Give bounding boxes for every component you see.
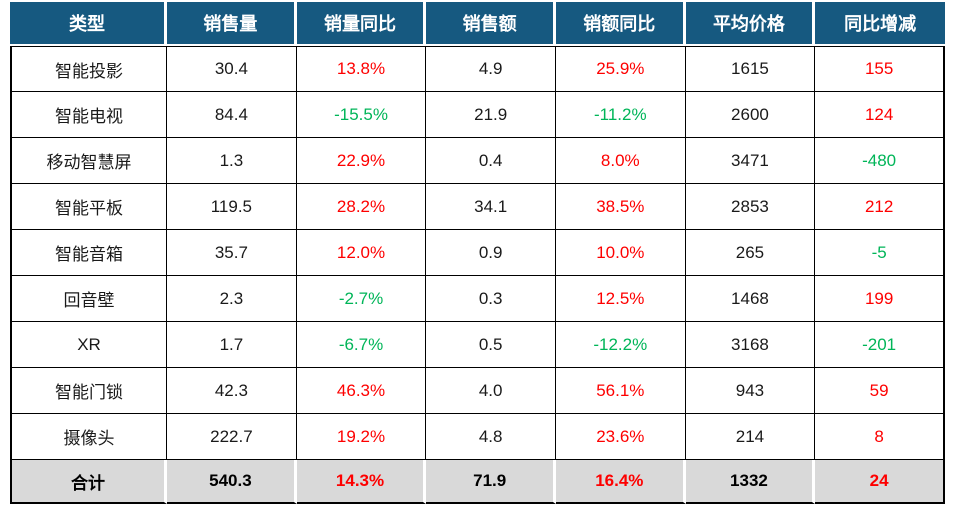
cell-avg-price: 265 (685, 230, 816, 276)
total-sales-volume: 540.3 (167, 460, 297, 504)
row-label: 智能投影 (10, 46, 168, 92)
cell-yoy-change: 155 (815, 46, 945, 92)
column-header-type: 类型 (10, 2, 168, 46)
cell-volume-yoy: 28.2% (296, 184, 427, 230)
table-row: XR 1.7 -6.7% 0.5 -12.2% 3168 -201 (10, 322, 945, 368)
cell-sales-amount: 4.0 (426, 368, 556, 414)
sales-table: 类型 销售量 销量同比 销售额 销额同比 平均价格 同比增减 智能投影 30.4 13.8% 4.… (10, 2, 945, 504)
cell-yoy-change: -201 (815, 322, 945, 368)
row-label: 摄像头 (10, 414, 168, 460)
cell-volume-yoy: 19.2% (296, 414, 427, 460)
total-avg-price: 1332 (685, 460, 816, 504)
cell-sales-volume: 42.3 (167, 368, 297, 414)
cell-amount-yoy: -12.2% (555, 322, 686, 368)
cell-amount-yoy: 56.1% (555, 368, 686, 414)
cell-avg-price: 214 (685, 414, 816, 460)
column-header-sales-amount: 销售额 (426, 2, 556, 46)
table-row: 摄像头 222.7 19.2% 4.8 23.6% 214 8 (10, 414, 945, 460)
sales-table-container: 类型 销售量 销量同比 销售额 销额同比 平均价格 同比增减 智能投影 30.4 13.8% 4.… (10, 2, 945, 504)
cell-avg-price: 3471 (685, 138, 816, 184)
cell-sales-volume: 30.4 (167, 46, 297, 92)
cell-sales-amount: 4.8 (426, 414, 556, 460)
cell-volume-yoy: -2.7% (296, 276, 427, 322)
cell-volume-yoy: 12.0% (296, 230, 427, 276)
cell-amount-yoy: 23.6% (555, 414, 686, 460)
table-row: 智能音箱 35.7 12.0% 0.9 10.0% 265 -5 (10, 230, 945, 276)
cell-sales-amount: 0.9 (426, 230, 556, 276)
cell-avg-price: 2853 (685, 184, 816, 230)
table-row: 移动智慧屏 1.3 22.9% 0.4 8.0% 3471 -480 (10, 138, 945, 184)
cell-sales-volume: 2.3 (167, 276, 297, 322)
row-label: 回音壁 (10, 276, 168, 322)
cell-yoy-change: 199 (815, 276, 945, 322)
cell-sales-volume: 35.7 (167, 230, 297, 276)
total-sales-amount: 71.9 (426, 460, 556, 504)
cell-avg-price: 943 (685, 368, 816, 414)
cell-amount-yoy: 10.0% (555, 230, 686, 276)
table-row: 智能平板 119.5 28.2% 34.1 38.5% 2853 212 (10, 184, 945, 230)
cell-amount-yoy: -11.2% (555, 92, 686, 138)
cell-sales-amount: 4.9 (426, 46, 556, 92)
table-row: 智能投影 30.4 13.8% 4.9 25.9% 1615 155 (10, 46, 945, 92)
row-label: 智能门锁 (10, 368, 168, 414)
row-label: XR (10, 322, 168, 368)
cell-avg-price: 2600 (685, 92, 816, 138)
cell-sales-amount: 21.9 (426, 92, 556, 138)
header-row: 类型 销售量 销量同比 销售额 销额同比 平均价格 同比增减 (10, 2, 945, 46)
cell-sales-amount: 0.3 (426, 276, 556, 322)
table-body: 智能投影 30.4 13.8% 4.9 25.9% 1615 155 智能电视 84.4 -15.… (10, 46, 945, 460)
table-row: 智能门锁 42.3 46.3% 4.0 56.1% 943 59 (10, 368, 945, 414)
cell-yoy-change: 8 (815, 414, 945, 460)
column-header-yoy-change: 同比增减 (815, 2, 945, 46)
cell-yoy-change: -480 (815, 138, 945, 184)
cell-yoy-change: -5 (815, 230, 945, 276)
cell-volume-yoy: 22.9% (296, 138, 427, 184)
cell-sales-volume: 119.5 (167, 184, 297, 230)
row-label: 移动智慧屏 (10, 138, 168, 184)
cell-sales-volume: 222.7 (167, 414, 297, 460)
cell-yoy-change: 124 (815, 92, 945, 138)
cell-amount-yoy: 8.0% (555, 138, 686, 184)
cell-avg-price: 3168 (685, 322, 816, 368)
cell-volume-yoy: 46.3% (296, 368, 427, 414)
cell-sales-volume: 84.4 (167, 92, 297, 138)
cell-yoy-change: 59 (815, 368, 945, 414)
cell-sales-volume: 1.3 (167, 138, 297, 184)
total-row: 合计 540.3 14.3% 71.9 16.4% 1332 24 (10, 460, 945, 504)
table-row: 回音壁 2.3 -2.7% 0.3 12.5% 1468 199 (10, 276, 945, 322)
column-header-sales-volume: 销售量 (167, 2, 297, 46)
cell-sales-amount: 34.1 (426, 184, 556, 230)
table-row: 智能电视 84.4 -15.5% 21.9 -11.2% 2600 124 (10, 92, 945, 138)
cell-volume-yoy: -15.5% (296, 92, 427, 138)
total-amount-yoy: 16.4% (555, 460, 686, 504)
total-volume-yoy: 14.3% (296, 460, 427, 504)
row-label: 智能平板 (10, 184, 168, 230)
total-label: 合计 (10, 460, 168, 504)
column-header-amount-yoy: 销额同比 (555, 2, 686, 46)
cell-sales-volume: 1.7 (167, 322, 297, 368)
cell-amount-yoy: 38.5% (555, 184, 686, 230)
row-label: 智能音箱 (10, 230, 168, 276)
cell-avg-price: 1615 (685, 46, 816, 92)
column-header-avg-price: 平均价格 (685, 2, 816, 46)
cell-amount-yoy: 12.5% (555, 276, 686, 322)
cell-sales-amount: 0.4 (426, 138, 556, 184)
cell-yoy-change: 212 (815, 184, 945, 230)
cell-volume-yoy: 13.8% (296, 46, 427, 92)
cell-amount-yoy: 25.9% (555, 46, 686, 92)
cell-sales-amount: 0.5 (426, 322, 556, 368)
cell-avg-price: 1468 (685, 276, 816, 322)
cell-volume-yoy: -6.7% (296, 322, 427, 368)
total-yoy-change: 24 (815, 460, 945, 504)
column-header-volume-yoy: 销量同比 (296, 2, 427, 46)
row-label: 智能电视 (10, 92, 168, 138)
